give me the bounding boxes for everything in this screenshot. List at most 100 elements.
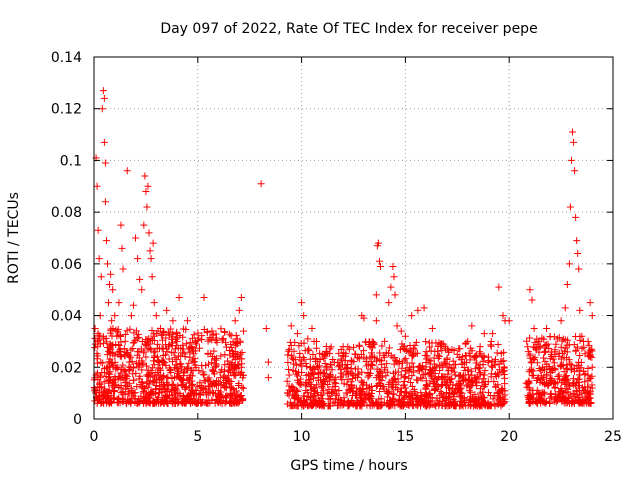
data-point bbox=[123, 167, 131, 175]
data-point bbox=[226, 383, 234, 391]
data-point bbox=[305, 347, 313, 355]
data-point bbox=[306, 379, 314, 387]
data-point bbox=[162, 361, 170, 369]
data-point bbox=[530, 325, 538, 332]
data-point bbox=[401, 373, 409, 381]
data-point bbox=[358, 368, 366, 376]
data-point bbox=[219, 336, 227, 344]
data-point bbox=[475, 401, 483, 409]
data-point bbox=[526, 286, 534, 294]
data-point bbox=[588, 363, 596, 371]
data-point bbox=[533, 390, 541, 398]
data-point bbox=[200, 293, 208, 301]
data-point bbox=[491, 402, 499, 410]
data-point bbox=[152, 312, 160, 320]
data-point bbox=[105, 392, 113, 400]
data-point bbox=[199, 368, 207, 376]
data-point bbox=[534, 374, 542, 382]
data-point bbox=[191, 355, 199, 363]
data-point bbox=[94, 359, 102, 367]
data-point bbox=[155, 389, 163, 397]
data-point bbox=[150, 361, 158, 369]
data-point bbox=[101, 198, 109, 206]
data-point bbox=[203, 329, 211, 337]
x-tick-label: 20 bbox=[500, 429, 518, 445]
data-point bbox=[480, 330, 488, 338]
data-point bbox=[100, 399, 108, 407]
data-point bbox=[102, 334, 110, 342]
data-point bbox=[117, 384, 125, 392]
data-point bbox=[142, 187, 150, 195]
data-point bbox=[327, 343, 335, 351]
data-point bbox=[448, 385, 456, 393]
data-point bbox=[335, 361, 343, 369]
data-point bbox=[390, 390, 398, 398]
data-point bbox=[233, 399, 241, 407]
data-point bbox=[555, 352, 563, 360]
data-point bbox=[328, 389, 336, 397]
data-point bbox=[289, 384, 297, 392]
data-point bbox=[156, 325, 164, 332]
data-point bbox=[319, 381, 327, 389]
data-point bbox=[257, 180, 265, 188]
data-point bbox=[310, 337, 318, 345]
data-point bbox=[163, 306, 171, 314]
data-point bbox=[583, 399, 591, 407]
data-point bbox=[492, 382, 500, 390]
data-point bbox=[526, 352, 534, 360]
data-point bbox=[235, 306, 243, 314]
data-point bbox=[475, 365, 483, 373]
data-point bbox=[528, 372, 536, 380]
data-point bbox=[232, 387, 240, 395]
data-point bbox=[584, 365, 592, 373]
data-point bbox=[150, 299, 158, 307]
data-point bbox=[528, 296, 536, 304]
data-point bbox=[576, 352, 584, 360]
data-point bbox=[467, 344, 475, 352]
data-point bbox=[525, 398, 533, 406]
data-point bbox=[414, 306, 422, 314]
data-point bbox=[505, 317, 513, 325]
y-tick-label: 0.06 bbox=[51, 257, 82, 273]
data-point bbox=[238, 355, 246, 363]
data-point bbox=[408, 312, 416, 320]
data-point bbox=[524, 392, 532, 400]
data-point bbox=[110, 394, 118, 402]
data-point bbox=[461, 352, 469, 360]
data-point bbox=[307, 369, 315, 377]
data-point bbox=[560, 354, 568, 362]
data-point bbox=[175, 398, 183, 406]
data-point bbox=[113, 363, 121, 371]
data-point bbox=[431, 386, 439, 394]
data-point bbox=[437, 343, 445, 351]
data-point bbox=[97, 273, 105, 281]
data-point bbox=[461, 375, 469, 383]
data-point bbox=[368, 387, 376, 395]
data-point bbox=[560, 347, 568, 355]
data-point bbox=[103, 260, 111, 268]
data-point bbox=[449, 395, 457, 403]
data-point bbox=[566, 203, 574, 211]
data-point bbox=[478, 394, 486, 402]
data-point bbox=[579, 396, 587, 404]
data-point bbox=[421, 390, 429, 398]
data-point bbox=[322, 348, 330, 356]
data-point bbox=[580, 387, 588, 395]
data-point bbox=[389, 376, 397, 384]
data-point bbox=[429, 379, 437, 387]
data-point bbox=[237, 392, 245, 400]
data-point bbox=[376, 381, 384, 389]
data-point bbox=[318, 384, 326, 392]
data-point bbox=[440, 360, 448, 368]
data-point bbox=[100, 368, 108, 376]
data-point bbox=[150, 354, 158, 362]
data-point bbox=[211, 390, 219, 398]
data-point bbox=[105, 347, 113, 355]
data-point bbox=[356, 342, 364, 350]
data-point bbox=[565, 356, 573, 364]
data-point bbox=[287, 341, 295, 349]
data-point bbox=[212, 380, 220, 388]
data-point bbox=[468, 322, 476, 330]
data-point bbox=[494, 369, 502, 377]
data-point bbox=[212, 354, 220, 362]
